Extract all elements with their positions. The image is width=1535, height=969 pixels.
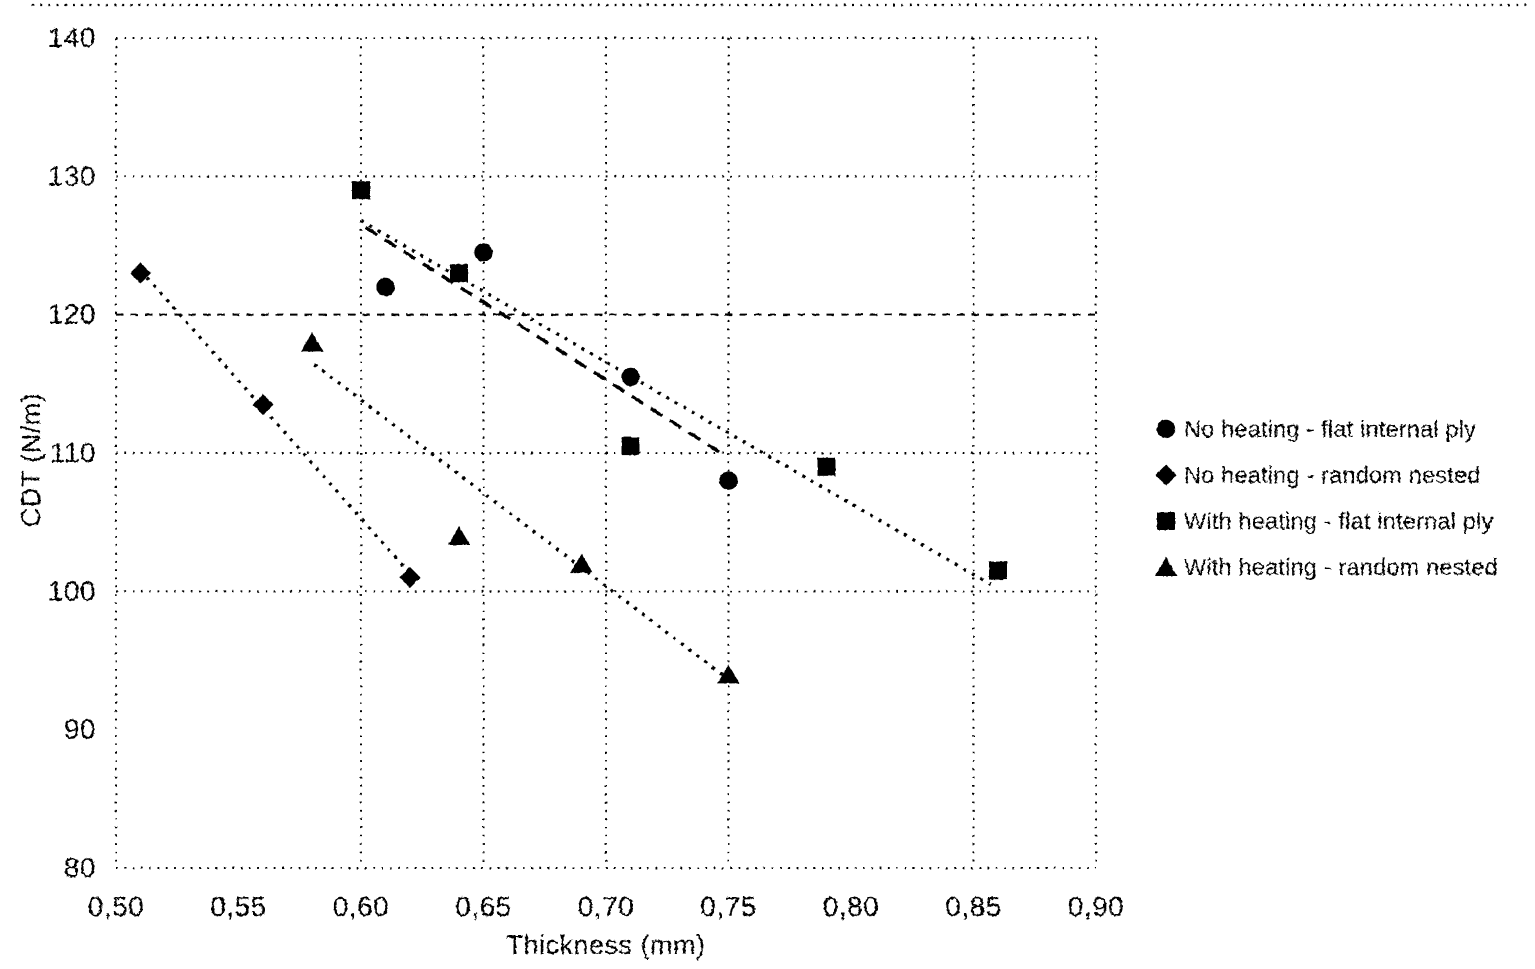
y-tick-label-80: 80 — [64, 852, 96, 883]
point-triangle-3 — [717, 664, 740, 684]
legend-label-circle: No heating - flat internal ply — [1184, 416, 1476, 442]
point-diamond-1 — [252, 394, 274, 416]
legend-label-diamond: No heating - random nested — [1184, 462, 1481, 488]
point-circle-0 — [376, 277, 395, 297]
point-circle-1 — [474, 243, 493, 262]
trendline-diamond — [139, 269, 421, 586]
point-square-3 — [817, 457, 836, 476]
x-tick-label-0,80: 0,80 — [823, 891, 880, 922]
x-tick-label-0,70: 0,70 — [578, 891, 635, 922]
x-tick-label-0,55: 0,55 — [210, 891, 267, 922]
point-diamond-2 — [399, 567, 421, 588]
x-tick-label-0,85: 0,85 — [945, 891, 1002, 922]
x-tick-label-0,50: 0,50 — [88, 891, 145, 922]
x-tick-label-0,90: 0,90 — [1068, 891, 1125, 922]
x-axis-title: Thickness (mm) — [506, 930, 705, 960]
point-triangle-1 — [448, 526, 470, 545]
x-tick-label-0,75: 0,75 — [700, 891, 757, 922]
y-axis-title: CDT (N/m) — [16, 393, 46, 527]
x-tick-label-0,65: 0,65 — [455, 891, 512, 922]
chart-ink-layer — [32, 3, 1532, 869]
point-square-0 — [352, 181, 370, 200]
trendline-triangle — [313, 363, 732, 683]
y-tick-label-130: 130 — [48, 160, 96, 191]
point-circle-3 — [719, 471, 738, 490]
point-triangle-2 — [570, 553, 593, 573]
legend-marker-triangle — [1155, 557, 1177, 576]
y-tick-label-120: 120 — [48, 299, 96, 330]
trendline-circle — [364, 226, 723, 455]
y-tick-label-110: 110 — [50, 437, 96, 468]
y-tick-label-140: 140 — [48, 22, 96, 53]
y-tick-label-100: 100 — [48, 575, 96, 606]
point-triangle-0 — [301, 332, 323, 352]
point-square-1 — [450, 264, 468, 283]
point-diamond-0 — [130, 262, 151, 284]
legend-label-triangle: With heating - random nested — [1184, 554, 1498, 580]
trendline-square — [360, 219, 992, 586]
legend-marker-square — [1157, 512, 1175, 530]
x-tick-label-0,60: 0,60 — [333, 891, 390, 922]
y-tick-label-90: 90 — [64, 714, 96, 745]
point-square-4 — [989, 561, 1007, 580]
legend-marker-circle — [1156, 419, 1176, 439]
point-square-2 — [621, 437, 640, 456]
legend-label-square: With heating - flat internal ply — [1184, 508, 1493, 534]
legend-marker-diamond — [1155, 464, 1177, 486]
point-circle-2 — [621, 367, 640, 387]
